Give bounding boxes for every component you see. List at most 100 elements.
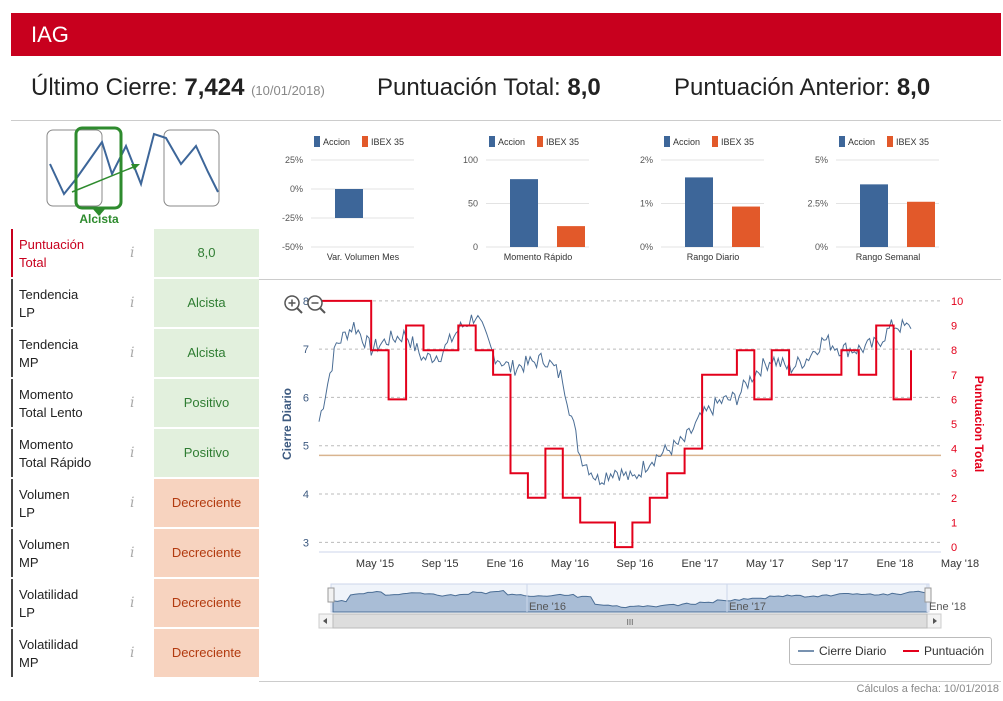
bar-ibex[interactable] <box>907 201 935 247</box>
prev-score: Puntuación Anterior: 8,0 <box>674 74 930 102</box>
bar-chart-title: Rango Diario <box>687 252 740 262</box>
indicator-row: Puntuación Total i 8,0 <box>11 229 259 277</box>
total-score-label: Puntuación Total: <box>377 74 561 101</box>
navigator-tick-label: Ene '18 <box>929 601 966 613</box>
trend-arrow-line <box>71 165 137 193</box>
info-icon[interactable]: i <box>130 645 135 661</box>
info-icon[interactable]: i <box>130 295 135 311</box>
indicator-label-line1: Volumen <box>19 537 70 552</box>
indicator-row: Volumen MP i Decreciente <box>11 529 259 577</box>
scrollbar-thumb[interactable] <box>332 613 928 629</box>
y-left-tick-label: 5 <box>303 441 309 453</box>
bar-ibex[interactable] <box>732 206 760 247</box>
score-series-line[interactable] <box>319 299 912 549</box>
y-tick-label: 25% <box>285 155 303 165</box>
indicator-label: Momento Total Lento <box>11 379 151 427</box>
indicator-label-line1: Volumen <box>19 487 70 502</box>
indicator-label-line1: Volatilidad <box>19 587 79 602</box>
x-tick-label: Ene '18 <box>877 558 914 570</box>
y-tick-label: 2.5% <box>807 199 828 209</box>
divider <box>11 120 1001 121</box>
bar-accion[interactable] <box>510 179 538 247</box>
prev-score-value: 8,0 <box>896 74 931 101</box>
zoom-out-icon[interactable] <box>307 295 326 314</box>
x-tick-label: Ene '17 <box>682 558 719 570</box>
zoom-in-icon[interactable] <box>284 295 303 314</box>
navigator[interactable]: Ene '16 Ene '17 Ene '18 <box>327 583 966 613</box>
bar-chart: Accion IBEX 35 2% 1% 0% Rango Diario <box>640 136 764 262</box>
scroll-right-arrow-icon[interactable] <box>933 618 937 624</box>
scrollbar[interactable]: III <box>318 613 942 629</box>
ticker-title: IAG <box>31 22 69 47</box>
info-icon[interactable]: i <box>130 545 135 561</box>
bar-accion[interactable] <box>685 177 713 247</box>
info-icon[interactable]: i <box>130 395 135 411</box>
indicator-label-line1: Momento <box>19 437 74 452</box>
bar-ibex[interactable] <box>557 226 585 247</box>
trend-arrow-head <box>131 164 140 170</box>
indicator-row: Volumen LP i Decreciente <box>11 479 259 527</box>
legend-score-label[interactable]: Puntuación <box>924 644 984 658</box>
y-right-tick-label: 6 <box>951 394 957 406</box>
navigator-tick-label: Ene '17 <box>729 601 766 613</box>
navigator-series <box>332 589 928 613</box>
y-right-tick-label: 1 <box>951 517 957 529</box>
y-left-tick-label: 3 <box>303 537 309 549</box>
scrollbar-grip: III <box>627 618 634 627</box>
info-icon[interactable]: i <box>130 445 135 461</box>
y-left-tick-label: 8 <box>303 296 309 308</box>
indicator-label-line1: Tendencia <box>19 337 79 352</box>
legend-accion-label: Accion <box>673 137 700 147</box>
indicator-label-line2: Total <box>19 255 47 270</box>
y-left-axis-title: Cierre Diario <box>280 388 294 460</box>
trend-label: Alcista <box>79 212 119 224</box>
legend-ibex-label: IBEX 35 <box>721 137 754 147</box>
legend-price-label[interactable]: Cierre Diario <box>819 644 887 658</box>
y-right-tick-label: 7 <box>951 370 957 382</box>
indicator-label-line2: LP <box>19 305 35 320</box>
legend-accion-label: Accion <box>323 137 350 147</box>
y-right-tick-label: 10 <box>951 296 963 308</box>
last-close-value: 7,424 <box>184 74 245 101</box>
y-tick-label: 0% <box>640 242 653 252</box>
y-tick-label: 0% <box>290 184 303 194</box>
summary-bar: Último Cierre: 7,424 (10/01/2018) Puntua… <box>11 60 1001 118</box>
legend-ibex-swatch <box>712 136 718 147</box>
last-close-label: Último Cierre: <box>31 74 178 101</box>
indicator-row: Tendencia MP i Alcista <box>11 329 259 377</box>
y-right-tick-label: 2 <box>951 493 957 505</box>
x-tick-label: May '16 <box>551 558 589 570</box>
bar-chart: Accion IBEX 35 25% 0% -25% -50% Var. Volumen M… <box>282 136 414 262</box>
bar-chart-title: Var. Volumen Mes <box>327 252 400 262</box>
y-right-tick-label: 8 <box>951 345 957 357</box>
bar-chart-title: Momento Rápido <box>504 252 573 262</box>
info-icon[interactable]: i <box>130 595 135 611</box>
scroll-left-arrow-icon[interactable] <box>323 618 327 624</box>
price-series-line[interactable] <box>318 314 912 486</box>
indicator-row: Tendencia LP i Alcista <box>11 279 259 327</box>
navigator-handle-right[interactable] <box>924 587 932 603</box>
indicator-value: Decreciente <box>154 479 259 527</box>
legend-accion-swatch <box>839 136 845 147</box>
bar-chart-title: Rango Semanal <box>856 252 921 262</box>
navigator-handle-left[interactable] <box>327 587 335 603</box>
y-right-axis-title: Puntuacion Total <box>972 376 986 472</box>
legend-accion-swatch <box>489 136 495 147</box>
y-left-tick-label: 6 <box>303 392 309 404</box>
indicator-label-line2: Total Rápido <box>19 455 92 470</box>
indicator-value: Decreciente <box>154 579 259 627</box>
y-tick-label: 0% <box>815 242 828 252</box>
bar-accion[interactable] <box>335 189 363 218</box>
indicator-value: Alcista <box>154 329 259 377</box>
info-icon[interactable]: i <box>130 495 135 511</box>
info-icon[interactable]: i <box>130 345 135 361</box>
info-icon[interactable]: i <box>130 245 135 261</box>
y-tick-label: -25% <box>282 213 303 223</box>
legend-ibex-label: IBEX 35 <box>371 137 404 147</box>
indicator-value: Alcista <box>154 279 259 327</box>
indicator-label-line1: Momento <box>19 387 74 402</box>
y-left-tick-label: 7 <box>303 344 309 356</box>
y-right-tick-label: 3 <box>951 468 957 480</box>
legend-ibex-swatch <box>537 136 543 147</box>
bar-accion[interactable] <box>860 184 888 247</box>
